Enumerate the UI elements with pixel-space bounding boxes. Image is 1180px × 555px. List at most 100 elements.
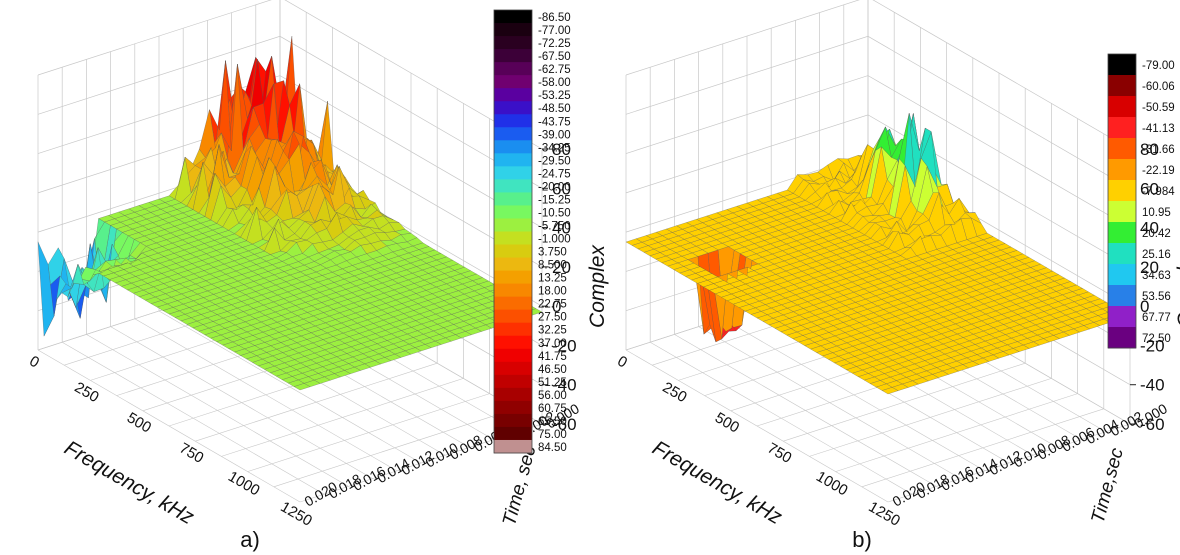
b-colorbar-label: -22.19: [1142, 165, 1175, 177]
a-colorbar-label: -24.75: [538, 168, 571, 180]
a-y-tick-label: 0.020: [302, 478, 341, 509]
b-colorbar-label: -60.06: [1142, 81, 1175, 93]
a-colorbar-label: -53.25: [538, 90, 571, 102]
a-colorbar-label: -20.00: [538, 181, 571, 193]
a-floor-line: [273, 408, 516, 488]
a-floor-line: [221, 378, 464, 457]
a-colorbar-label: 56.00: [538, 390, 567, 402]
a-colorbar-swatch: [494, 257, 532, 272]
a-colorbar-swatch: [494, 231, 532, 246]
b-colorbar-label: 34.63: [1142, 270, 1171, 282]
a-y-axis-title: Time, sec: [499, 443, 541, 528]
b-colorbar-swatch: [1108, 327, 1136, 349]
a-colorbar-label: 75.00: [538, 429, 567, 441]
a-colorbar-label: 13.25: [538, 273, 567, 285]
a-colorbar: -86.50-77.00-72.25-67.50-62.75-58.00-53.…: [493, 9, 571, 454]
b-colorbar-swatch: [1108, 264, 1136, 286]
b-colorbar-swatch: [1108, 138, 1136, 160]
a-colorbar-swatch: [494, 439, 532, 454]
a-colorbar-swatch: [494, 335, 532, 350]
a-floor-line: [86, 334, 349, 487]
b-surface-cell: [625, 238, 643, 246]
a-floor-line: [62, 341, 325, 495]
b-colorbar-swatch: [1108, 180, 1136, 202]
b-colorbar-label: 67.77: [1142, 312, 1171, 324]
b-z-tick-label: -20: [1140, 336, 1165, 355]
b-colorbar-swatch: [1108, 306, 1136, 328]
b-colorbar-swatch: [1108, 243, 1136, 265]
b-y-axis-title: Time,sec: [1088, 445, 1128, 525]
a-colorbar-label: 3.750: [538, 247, 567, 259]
a-z-tick-label: 0: [552, 297, 561, 316]
b-x-tick-label: 250: [660, 379, 690, 406]
a-x-tick-label: 500: [124, 409, 154, 436]
a-z-tick-label: 80: [552, 140, 571, 159]
b-colorbar-label: 10.95: [1142, 207, 1171, 219]
a-colorbar-label: -15.25: [538, 194, 571, 206]
b-z-grid-line: [625, 0, 1131, 150]
a-colorbar-swatch: [494, 413, 532, 428]
b-colorbar-swatch: [1108, 222, 1136, 244]
b-colorbar-swatch: [1108, 285, 1136, 307]
a-z-tick-label: 40: [552, 219, 571, 238]
b-floor-line: [783, 362, 1026, 442]
a-colorbar-label: 8.500: [538, 260, 567, 272]
b-colorbar-label: -50.59: [1142, 102, 1175, 114]
b-colorbar: -79.00 -60.06 -50.59 -41.13 -31.66 -22.19 -7.9…: [1107, 53, 1175, 349]
a-colorbar-swatch: [494, 322, 532, 337]
a-colorbar-swatch: [494, 283, 532, 298]
a-colorbar-swatch: [494, 309, 532, 324]
a-colorbar-swatch: [494, 62, 532, 76]
a-colorbar-swatch: [494, 192, 532, 206]
a-colorbar-label: 41.75: [538, 351, 567, 363]
a-floor-line: [37, 349, 301, 503]
panel-a: 0250500750100012500.0000.0020.0040.0060.…: [26, 0, 609, 552]
a-colorbar-label: 32.25: [538, 325, 567, 337]
b-colorbar-swatch: [1108, 75, 1136, 97]
b-colorbar-label: -31.66: [1142, 144, 1175, 156]
a-colorbar-swatch: [494, 426, 532, 441]
a-colorbar-label: -5.750: [538, 220, 571, 232]
a-colorbar-label: -43.75: [538, 116, 571, 128]
a-colorbar-label: -1.000: [538, 234, 571, 246]
b-z-tick-label: 0: [1140, 297, 1149, 316]
a-x-tick-label: 750: [176, 440, 206, 467]
b-colorbar-swatch: [1108, 96, 1136, 118]
a-colorbar-swatch: [494, 205, 532, 219]
b-floor-line: [835, 393, 1078, 472]
a-surface: [37, 36, 543, 391]
a-floor-line: [110, 326, 373, 479]
a-colorbar-swatch: [494, 296, 532, 311]
a-z-tick-label: 60: [552, 179, 571, 198]
a-colorbar-label: -48.50: [538, 103, 571, 115]
a-colorbar-swatch: [494, 361, 532, 376]
a-colorbar-swatch: [494, 88, 532, 102]
a-colorbar-swatch: [494, 387, 532, 402]
a-colorbar-label: -29.50: [538, 155, 571, 167]
b-x-tick-label: 750: [764, 440, 794, 467]
b-colorbar-label: -79.00: [1142, 60, 1175, 72]
b-z-tick-label: 40: [1140, 219, 1159, 238]
a-surface-cell: [37, 241, 55, 337]
b-colorbar-label: 72.50: [1142, 333, 1171, 345]
a-colorbar-swatch: [494, 218, 532, 232]
b-floor-line: [722, 318, 985, 472]
a-colorbar-label: -62.75: [538, 64, 571, 76]
b-z-tick-label: 20: [1140, 258, 1159, 277]
a-floor-line: [134, 318, 397, 472]
a-colorbar-label: 60.75: [538, 403, 567, 415]
a-colorbar-swatch: [494, 348, 532, 363]
b-floor-line: [887, 423, 1131, 503]
b-floor-line: [650, 341, 913, 495]
a-colorbar-swatch: [494, 75, 532, 89]
a-colorbar-swatch: [494, 49, 532, 63]
panel-b: 0250500750100012500.0000.0020.0040.0060.…: [614, 0, 1180, 552]
a-floor-line: [247, 393, 490, 472]
a-floor-line: [158, 310, 422, 464]
b-x-tick-label: 0: [614, 353, 630, 372]
b-floor-line: [625, 349, 889, 503]
a-colorbar-swatch: [494, 114, 532, 128]
b-colorbar-label: 20.42: [1142, 228, 1171, 240]
a-colorbar-label: 65.50: [538, 416, 567, 428]
